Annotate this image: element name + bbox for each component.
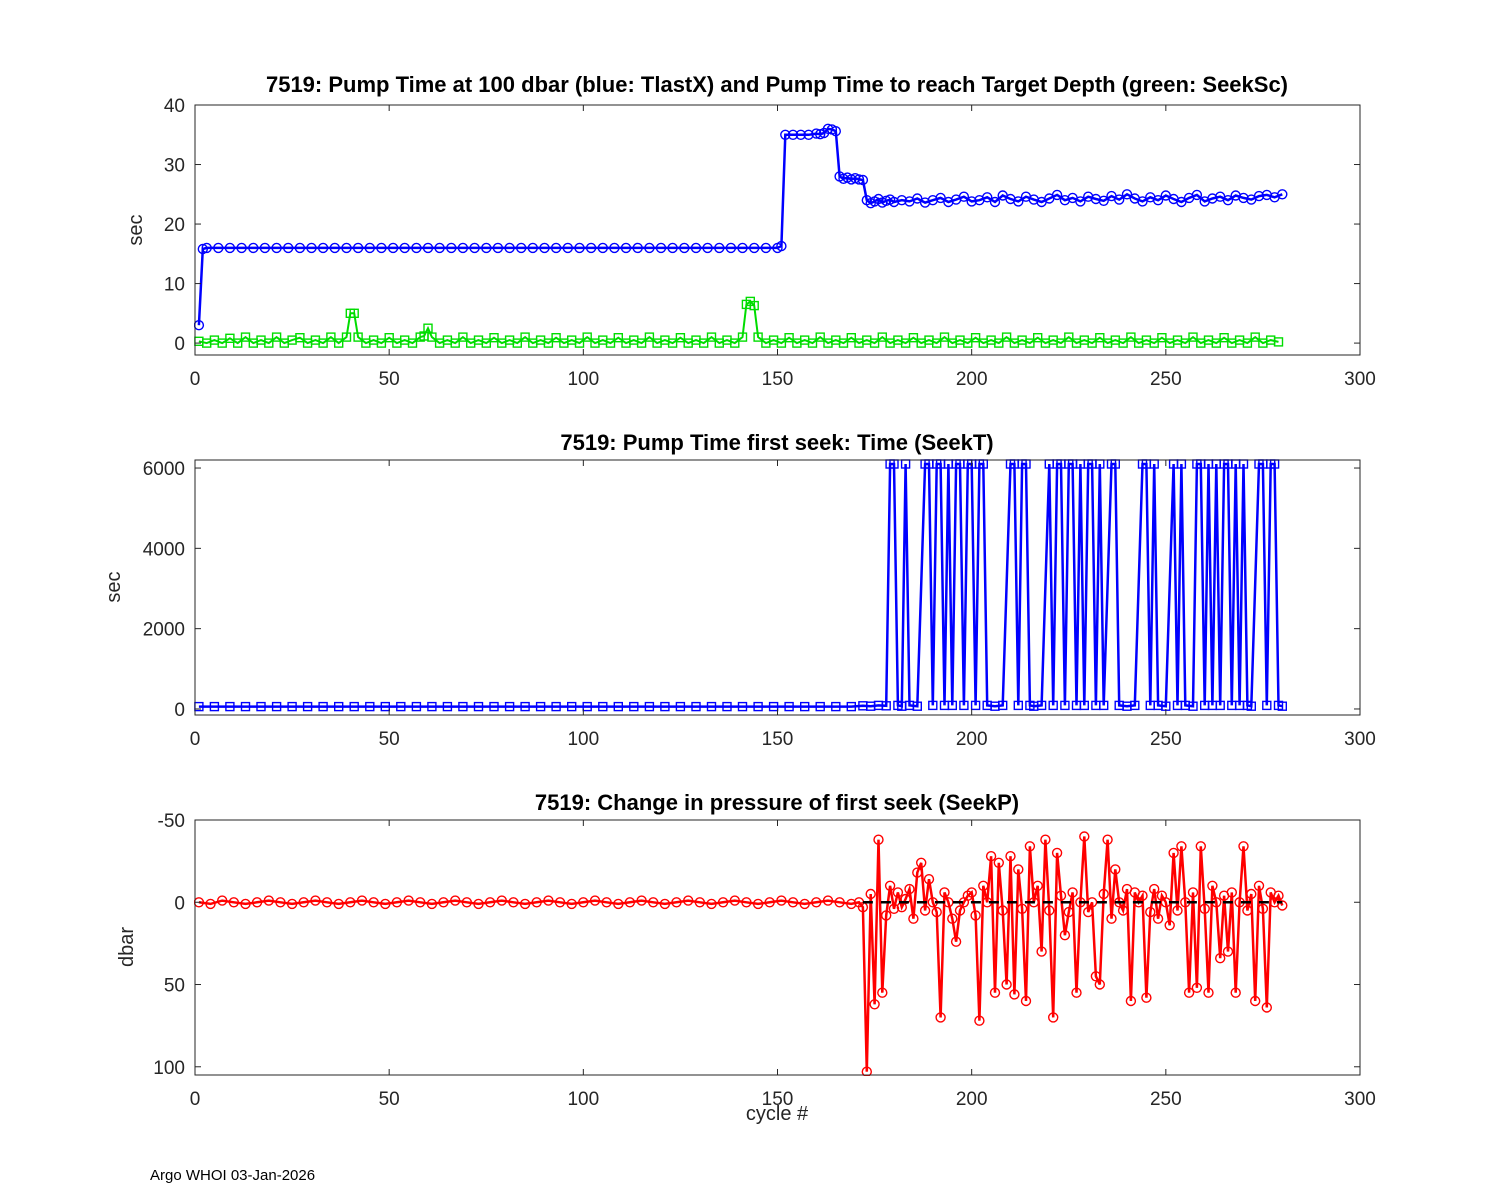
- svg-text:200: 200: [956, 1089, 988, 1110]
- svg-text:0: 0: [190, 1089, 201, 1110]
- svg-text:0: 0: [190, 369, 201, 390]
- chart-first-seek-time: 0 50 100 150 200 250 300 0 2000 4000 6000: [143, 459, 1376, 750]
- svg-text:150: 150: [762, 729, 794, 750]
- svg-text:0: 0: [174, 700, 185, 721]
- chart2-title: 7519: Pump Time first seek: Time (SeekT): [560, 430, 993, 455]
- svg-text:50: 50: [379, 729, 400, 750]
- chart-first-seek-pressure: 0 50 100 150 200 250 300 -50 0 50 100: [153, 811, 1376, 1110]
- svg-text:2000: 2000: [143, 620, 185, 641]
- svg-text:50: 50: [164, 976, 185, 997]
- svg-text:50: 50: [379, 369, 400, 390]
- svg-text:0: 0: [174, 334, 185, 355]
- svg-text:100: 100: [567, 369, 599, 390]
- svg-text:30: 30: [164, 156, 185, 177]
- svg-text:100: 100: [567, 1089, 599, 1110]
- svg-text:200: 200: [956, 729, 988, 750]
- chart3-ylabel: dbar: [116, 927, 138, 967]
- chart2-ylabel: sec: [103, 571, 125, 602]
- svg-text:300: 300: [1344, 369, 1376, 390]
- svg-text:250: 250: [1150, 1089, 1182, 1110]
- svg-text:10: 10: [164, 275, 185, 296]
- chart1-title: 7519: Pump Time at 100 dbar (blue: Tlast…: [266, 72, 1288, 97]
- svg-text:20: 20: [164, 215, 185, 236]
- svg-text:0: 0: [190, 729, 201, 750]
- chart1-ylabel: sec: [125, 214, 147, 245]
- svg-text:250: 250: [1150, 729, 1182, 750]
- footer-annotation: Argo WHOI 03-Jan-2026: [150, 1167, 315, 1184]
- svg-text:200: 200: [956, 369, 988, 390]
- svg-text:4000: 4000: [143, 539, 185, 560]
- svg-text:300: 300: [1344, 729, 1376, 750]
- svg-text:100: 100: [153, 1058, 185, 1079]
- svg-text:300: 300: [1344, 1089, 1376, 1110]
- svg-text:150: 150: [762, 1089, 794, 1110]
- svg-text:50: 50: [379, 1089, 400, 1110]
- svg-text:150: 150: [762, 369, 794, 390]
- svg-text:0: 0: [174, 893, 185, 914]
- svg-text:100: 100: [567, 729, 599, 750]
- x-axis-label: cycle #: [746, 1103, 809, 1125]
- svg-text:40: 40: [164, 96, 185, 117]
- chart-pump-time-100dbar: 0 50 100 150 200 250 300 0 10 20 30 40: [164, 96, 1376, 390]
- svg-text:6000: 6000: [143, 459, 185, 480]
- svg-text:-50: -50: [158, 811, 185, 832]
- chart3-title: 7519: Change in pressure of first seek (…: [535, 790, 1019, 815]
- svg-text:250: 250: [1150, 369, 1182, 390]
